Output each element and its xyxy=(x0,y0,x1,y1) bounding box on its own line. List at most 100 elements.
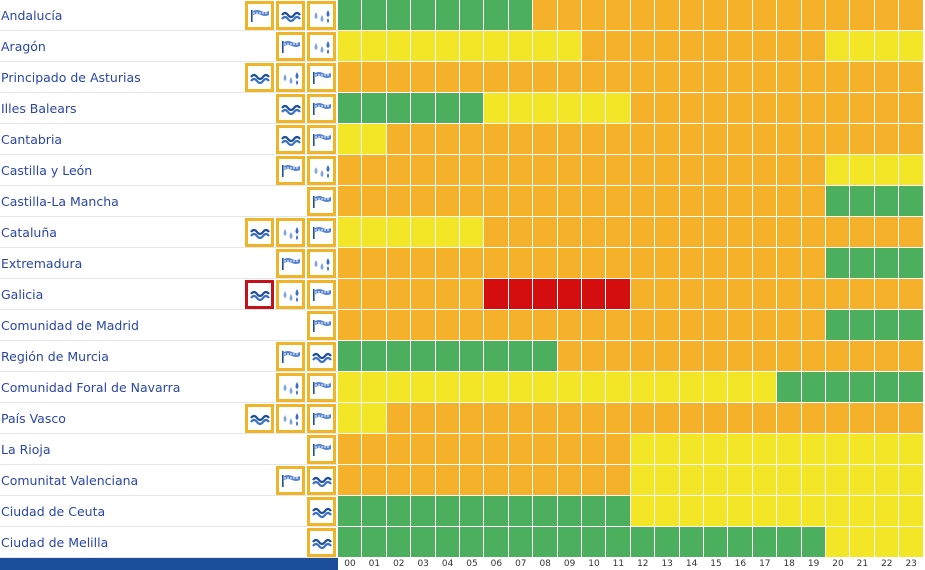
coastal-icon[interactable] xyxy=(307,497,336,526)
hour-cell xyxy=(899,31,924,62)
hour-cell xyxy=(460,465,485,496)
hour-cell xyxy=(826,155,851,186)
hour-cell xyxy=(874,248,900,279)
wind-icon[interactable] xyxy=(307,373,336,402)
coastal-icon[interactable] xyxy=(276,94,305,123)
row-divider xyxy=(0,526,338,527)
hour-cell xyxy=(460,279,485,310)
wind-icon[interactable] xyxy=(276,466,305,495)
coastal-icon[interactable] xyxy=(245,218,274,247)
rain-icon[interactable] xyxy=(276,63,305,92)
region-link[interactable]: Cantabria xyxy=(1,132,63,147)
hour-cell xyxy=(826,93,851,124)
region-link[interactable]: Comunidad Foral de Navarra xyxy=(1,380,181,395)
region-link[interactable]: Comunitat Valenciana xyxy=(1,473,139,488)
hour-label: 16 xyxy=(734,559,747,569)
rain-icon[interactable] xyxy=(276,280,305,309)
coastal-icon[interactable] xyxy=(307,342,336,371)
hour-cell xyxy=(850,124,875,155)
coastal-icon[interactable] xyxy=(307,528,336,557)
wind-icon[interactable] xyxy=(276,342,305,371)
region-link[interactable]: Extremadura xyxy=(1,256,83,271)
row-divider xyxy=(0,216,338,217)
hour-cell xyxy=(704,155,729,186)
rain-icon[interactable] xyxy=(276,373,305,402)
coastal-icon[interactable] xyxy=(307,466,336,495)
hour-cell xyxy=(679,248,704,279)
hour-cell xyxy=(435,279,460,310)
wind-icon[interactable] xyxy=(307,94,336,123)
hour-cell xyxy=(630,0,656,31)
hour-cell xyxy=(826,217,851,248)
hour-cell xyxy=(728,279,753,310)
region-link[interactable]: Aragón xyxy=(1,39,46,54)
rain-icon[interactable] xyxy=(307,32,336,61)
wind-icon[interactable] xyxy=(307,187,336,216)
hour-cell xyxy=(752,341,778,372)
hour-cell xyxy=(777,279,802,310)
hour-cell xyxy=(826,0,851,31)
region-link[interactable]: Cataluña xyxy=(1,225,57,240)
coastal-icon[interactable] xyxy=(276,125,305,154)
region-link[interactable]: Principado de Asturias xyxy=(1,70,141,85)
coastal-icon[interactable] xyxy=(245,280,274,309)
hour-cell xyxy=(826,434,851,465)
wind-icon[interactable] xyxy=(307,218,336,247)
region-link[interactable]: Castilla y León xyxy=(1,163,93,178)
hour-cell xyxy=(728,186,753,217)
hour-cell xyxy=(679,465,704,496)
wind-icon[interactable] xyxy=(307,63,336,92)
coastal-icon[interactable] xyxy=(245,63,274,92)
wind-icon[interactable] xyxy=(307,404,336,433)
wind-icon[interactable] xyxy=(307,280,336,309)
region-link[interactable]: País Vasco xyxy=(1,411,66,426)
rain-icon[interactable] xyxy=(307,1,336,30)
wind-icon[interactable] xyxy=(276,32,305,61)
wind-icon[interactable] xyxy=(307,435,336,464)
region-link[interactable]: Ciudad de Ceuta xyxy=(1,504,106,519)
hour-cell xyxy=(557,310,582,341)
wind-icon[interactable] xyxy=(276,249,305,278)
hour-cell xyxy=(630,341,656,372)
hour-cell xyxy=(411,93,436,124)
rain-icon[interactable] xyxy=(276,404,305,433)
hour-cell xyxy=(411,310,436,341)
wind-icon[interactable] xyxy=(245,1,274,30)
region-link[interactable]: Andalucía xyxy=(1,8,63,23)
wind-icon[interactable] xyxy=(307,311,336,340)
hour-cell xyxy=(801,93,826,124)
hour-cell xyxy=(460,62,485,93)
region-row: Ciudad de Melilla xyxy=(0,527,925,558)
rain-icon[interactable] xyxy=(307,249,336,278)
hour-cell xyxy=(411,341,436,372)
hour-cell xyxy=(557,279,582,310)
region-link[interactable]: Ciudad de Melilla xyxy=(1,535,109,550)
hour-cell xyxy=(850,186,875,217)
region-link[interactable]: Castilla-La Mancha xyxy=(1,194,119,209)
hour-cell xyxy=(460,217,485,248)
wind-icon[interactable] xyxy=(276,156,305,185)
hour-cell xyxy=(435,155,460,186)
hour-cell xyxy=(557,0,582,31)
region-row: Comunidad de Madrid xyxy=(0,310,925,341)
hour-cell xyxy=(362,279,387,310)
hour-cell xyxy=(435,217,460,248)
coastal-icon[interactable] xyxy=(276,1,305,30)
hour-cell xyxy=(338,248,363,279)
wind-icon[interactable] xyxy=(307,125,336,154)
hour-cell xyxy=(582,341,607,372)
region-link[interactable]: La Rioja xyxy=(1,442,51,457)
hour-label: 13 xyxy=(661,559,673,569)
rain-icon[interactable] xyxy=(276,218,305,247)
hour-cell xyxy=(362,155,387,186)
region-link[interactable]: Illes Balears xyxy=(1,101,77,116)
region-link[interactable]: Galicia xyxy=(1,287,44,302)
hour-cell xyxy=(704,31,729,62)
hour-cell xyxy=(704,93,729,124)
hour-cell xyxy=(777,124,802,155)
hour-cell xyxy=(435,31,460,62)
region-link[interactable]: Región de Murcia xyxy=(1,349,109,364)
coastal-icon[interactable] xyxy=(245,404,274,433)
rain-icon[interactable] xyxy=(307,156,336,185)
region-link[interactable]: Comunidad de Madrid xyxy=(1,318,139,333)
